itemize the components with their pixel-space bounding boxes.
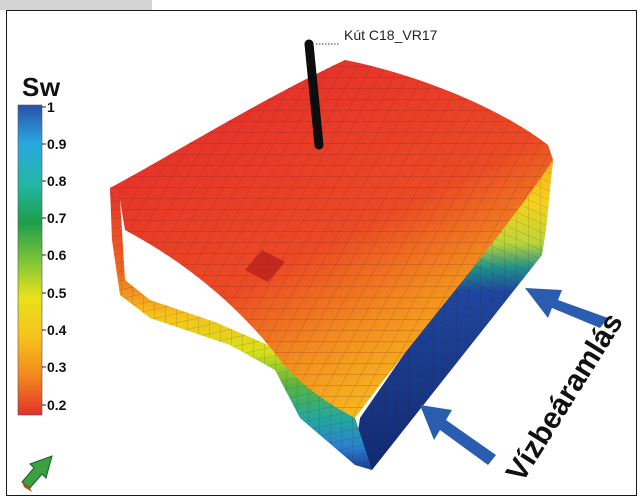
well-label: Kút C18_VR17 [344, 27, 438, 43]
colorbar-tick-label: 0.2 [47, 397, 67, 413]
colorbar-ticks [42, 106, 46, 406]
colorbar-tick-label: 1 [47, 99, 55, 115]
model-notch [245, 250, 285, 282]
header-tab [0, 0, 152, 10]
inflow-arrow-lower [420, 405, 496, 465]
well-path [304, 39, 324, 150]
colorbar-tick-label: 0.4 [47, 322, 67, 338]
colorbar-tick-label: 0.7 [47, 210, 67, 226]
orientation-arrow-icon [21, 455, 53, 492]
colorbar-tick-label: 0.6 [47, 247, 67, 263]
model-top-surface-grid [110, 60, 553, 418]
inflow-arrow-upper [525, 288, 608, 328]
colorbar-tick-label: 0.3 [47, 359, 67, 375]
colorbar-tick-label: 0.5 [47, 285, 67, 301]
model-front-face-grid [110, 188, 372, 470]
colorbar-title: Sw [22, 72, 61, 102]
colorbar-tick-label: 0.9 [47, 136, 67, 152]
colorbar-tick-label: 0.8 [47, 173, 67, 189]
colorbar [17, 104, 43, 416]
